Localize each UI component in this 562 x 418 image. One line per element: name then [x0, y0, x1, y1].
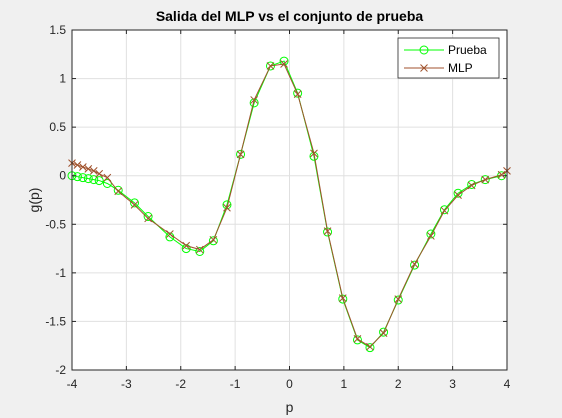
- data-point-mlp: [410, 260, 419, 268]
- data-point-prueba: [439, 205, 449, 215]
- data-point-prueba: [113, 185, 123, 195]
- x-tick-label: 3: [449, 377, 456, 391]
- x-axis-label: p: [286, 399, 294, 415]
- y-tick-label: 0.5: [49, 120, 66, 134]
- x-tick-label: -3: [121, 377, 132, 391]
- x-tick-label: -2: [175, 377, 186, 391]
- data-point-prueba: [236, 149, 246, 159]
- data-point-mlp: [467, 181, 476, 190]
- data-point-prueba: [130, 198, 140, 208]
- data-point-mlp: [89, 167, 98, 175]
- data-point-mlp: [195, 245, 204, 254]
- x-tick-label: 0: [286, 377, 293, 391]
- data-point-prueba: [379, 327, 389, 337]
- legend-box: [397, 37, 500, 79]
- data-point-prueba: [78, 173, 88, 183]
- data-point-prueba: [426, 229, 436, 239]
- data-point-mlp: [223, 203, 231, 212]
- chart-title: Salida del MLP vs el conjunto de prueba: [156, 8, 424, 24]
- data-point-mlp: [323, 227, 332, 235]
- legend-marker-prueba: [419, 45, 429, 55]
- data-point-mlp: [79, 163, 87, 171]
- data-point-prueba: [265, 61, 275, 71]
- data-point-mlp: [182, 241, 191, 250]
- data-point-prueba: [453, 188, 463, 198]
- data-point-prueba: [83, 174, 93, 184]
- data-point-mlp: [454, 191, 462, 199]
- data-point-mlp: [497, 170, 506, 179]
- data-point-prueba: [143, 212, 153, 222]
- data-point-prueba: [352, 335, 362, 345]
- data-point-mlp: [353, 335, 362, 343]
- data-point-mlp: [440, 206, 449, 215]
- data-point-prueba: [94, 176, 104, 186]
- data-point-mlp: [250, 96, 259, 104]
- data-point-mlp: [280, 60, 288, 68]
- data-point-prueba: [393, 295, 403, 305]
- axis-ticks: -4 -3 -2 -1 0 1 2 3 4 -2 -1.5 -1 -0.5 0 0.5 1 1.5: [45, 23, 510, 391]
- data-point-mlp: [266, 62, 275, 70]
- x-tick-label: 2: [395, 377, 402, 391]
- legend-label-prueba: Prueba: [448, 43, 487, 57]
- y-axis-label: g(p): [26, 188, 42, 213]
- data-point-mlp: [95, 169, 104, 178]
- data-point-mlp: [427, 232, 435, 240]
- data-point-prueba: [181, 244, 191, 254]
- data-point-mlp: [103, 173, 112, 182]
- data-point-prueba: [480, 175, 490, 185]
- y-tick-label: 1: [59, 72, 66, 86]
- data-point-prueba: [410, 260, 420, 270]
- y-tick-label: -0.5: [45, 217, 66, 231]
- data-point-mlp: [84, 165, 93, 173]
- y-tick-label: -1: [55, 266, 66, 280]
- data-point-prueba: [208, 236, 218, 246]
- y-tick-label: -1.5: [45, 314, 66, 328]
- data-point-prueba: [102, 178, 112, 188]
- data-point-mlp: [293, 90, 302, 98]
- x-tick-label: 4: [504, 377, 511, 391]
- x-tick-label: -4: [67, 377, 78, 391]
- data-point-mlp: [366, 342, 374, 351]
- data-point-mlp: [209, 235, 218, 244]
- y-tick-label: 1.5: [49, 23, 66, 37]
- data-point-prueba: [293, 88, 303, 98]
- series-layer: [67, 56, 511, 353]
- data-point-mlp: [394, 295, 403, 303]
- legend-label-mlp: MLP: [448, 61, 473, 75]
- data-point-mlp: [166, 230, 174, 238]
- data-point-mlp: [481, 175, 490, 184]
- data-point-mlp: [379, 329, 388, 337]
- legend[interactable]: Prueba MLP: [397, 37, 500, 79]
- data-point-mlp: [130, 201, 139, 209]
- data-point-prueba: [365, 343, 375, 353]
- x-tick-label: 1: [341, 377, 348, 391]
- data-point-mlp: [338, 294, 347, 302]
- data-point-prueba: [72, 172, 82, 182]
- data-point-prueba: [338, 294, 348, 304]
- data-point-mlp: [310, 149, 318, 158]
- legend-marker-mlp: [420, 64, 428, 72]
- data-point-mlp: [236, 150, 245, 159]
- data-point-mlp: [114, 187, 123, 196]
- y-tick-label: 0: [59, 169, 66, 183]
- data-point-prueba: [467, 179, 477, 189]
- data-point-prueba: [323, 227, 333, 237]
- data-point-prueba: [89, 175, 99, 185]
- data-point-mlp: [73, 161, 82, 169]
- x-tick-label: -1: [230, 377, 241, 391]
- data-point-prueba: [195, 246, 205, 256]
- data-point-mlp: [144, 214, 152, 223]
- y-tick-label: -2: [55, 363, 66, 377]
